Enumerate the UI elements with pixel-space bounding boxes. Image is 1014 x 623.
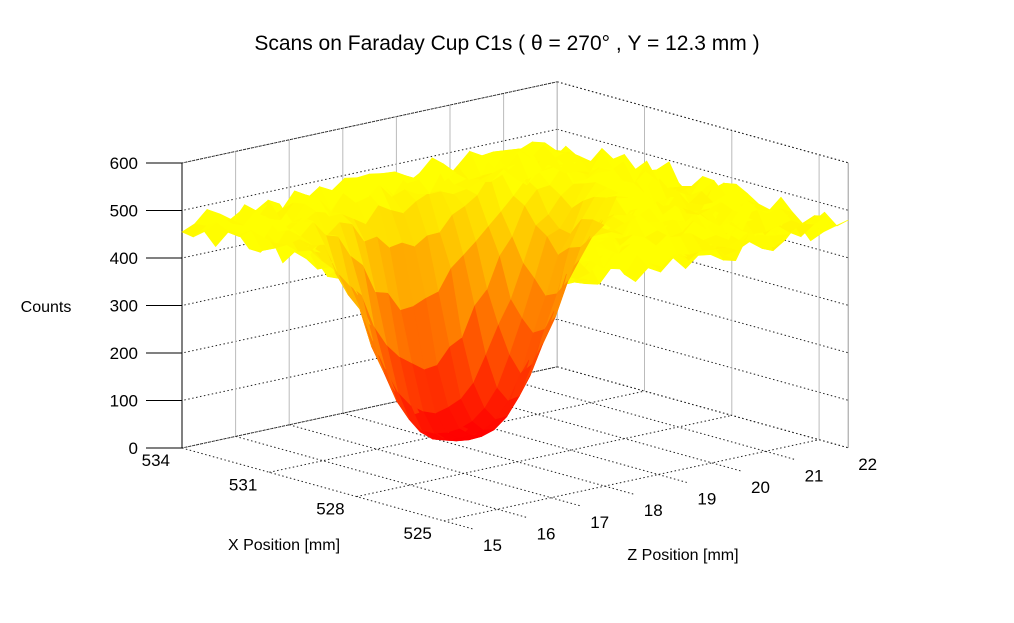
z-axis-label: Counts <box>21 299 72 316</box>
x-tick-label: 528 <box>316 500 344 519</box>
x-tick-label: 534 <box>142 451 170 470</box>
z-tick-label: 600 <box>110 154 138 173</box>
z-tick-label: 200 <box>110 344 138 363</box>
y-axis-label: Z Position [mm] <box>627 547 738 564</box>
surface-patch <box>181 223 207 238</box>
grid-line <box>557 366 849 449</box>
y-tick-label: 15 <box>483 536 502 555</box>
y-tick-label: 19 <box>697 490 716 509</box>
x-tick-label: 531 <box>229 475 257 494</box>
z-tick-label: 400 <box>110 249 138 268</box>
x-tick-label: 525 <box>404 524 432 543</box>
z-tick-label: 0 <box>129 439 138 458</box>
y-tick-label: 18 <box>644 501 663 520</box>
grid-line <box>557 318 849 401</box>
surface-plot <box>181 141 849 442</box>
grid-line <box>235 435 527 518</box>
grid-line <box>503 377 795 460</box>
chart-title: Scans on Faraday Cup C1s ( θ = 270° , Y … <box>254 32 759 55</box>
front-axes: 0 100 200 300 400 500 600 534 531 528 525 15 16 17 18 1… <box>110 154 877 555</box>
y-tick-label: 21 <box>805 466 824 485</box>
y-tick-label: 17 <box>590 513 609 532</box>
grid-line <box>557 271 849 354</box>
z-tick-label: 300 <box>110 297 138 316</box>
y-tick-label: 22 <box>858 455 877 474</box>
y-tick-label: 20 <box>751 478 770 497</box>
grid-line <box>356 414 732 498</box>
z-tick-label: 500 <box>110 202 138 221</box>
z-tick-label: 100 <box>110 392 138 411</box>
y-tick-label: 16 <box>537 524 556 543</box>
x-axis-label: X Position [mm] <box>228 537 340 554</box>
